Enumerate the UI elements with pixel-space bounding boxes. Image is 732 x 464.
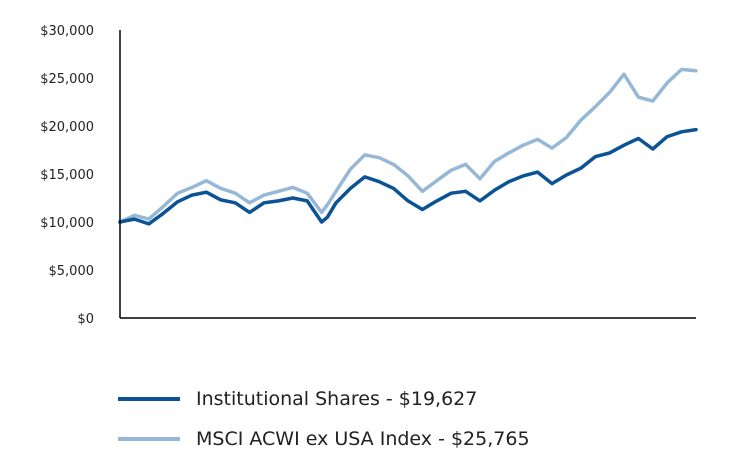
y-tick-label: $5,000 <box>49 264 95 279</box>
legend-swatch <box>118 437 180 441</box>
legend-label: MSCI ACWI ex USA Index - $25,765 <box>196 428 530 450</box>
series-lines <box>118 67 698 226</box>
y-tick-label: $25,000 <box>40 72 94 87</box>
legend-swatch <box>118 397 180 401</box>
legend-label: Institutional Shares - $19,627 <box>196 388 478 410</box>
y-tick-label: $15,000 <box>40 168 94 183</box>
series-line-1 <box>118 67 698 224</box>
legend-item: Institutional Shares - $19,627 <box>118 384 530 414</box>
y-tick-label: $0 <box>77 312 94 327</box>
series-line-0 <box>118 127 698 226</box>
y-tick-label: $30,000 <box>40 24 94 39</box>
y-axis-ticks: $0 $5,000 $10,000 $15,000 $20,000 $25,000 $30,… <box>40 24 94 327</box>
y-tick-label: $20,000 <box>40 120 94 135</box>
line-chart: $0 $5,000 $10,000 $15,000 $20,000 $25,000 $30,… <box>40 24 698 327</box>
chart-legend: Institutional Shares - $19,627 MSCI ACWI … <box>118 384 530 464</box>
y-tick-label: $10,000 <box>40 216 94 231</box>
legend-item: MSCI ACWI ex USA Index - $25,765 <box>118 424 530 454</box>
